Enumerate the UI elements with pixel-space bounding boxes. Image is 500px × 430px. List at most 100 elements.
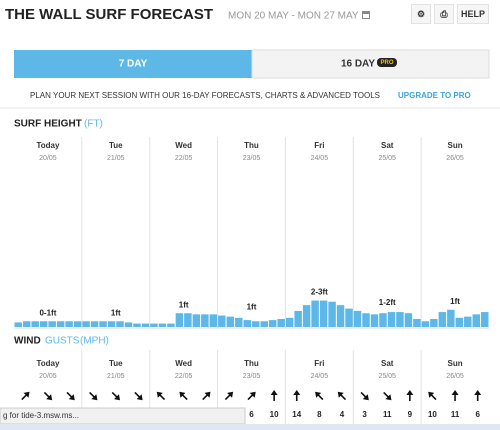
wind-arrow: [202, 391, 211, 401]
wind-arrow: [21, 391, 30, 401]
surf-bar: [99, 321, 107, 327]
promo-text: PLAN YOUR NEXT SESSION WITH OUR 16-DAY F…: [30, 91, 380, 100]
surf-day-label: 1ft: [450, 297, 460, 306]
calendar-icon[interactable]: [362, 11, 370, 19]
day-date: 21/05: [107, 155, 125, 162]
day-date: 23/05: [243, 155, 261, 162]
wind-arrow: [89, 391, 98, 401]
day-name: Sun: [448, 141, 463, 150]
surf-bar: [65, 321, 73, 327]
arrow-head: [270, 390, 278, 395]
surf-bar: [22, 321, 31, 327]
arrow-head: [68, 394, 75, 401]
surf-bar: [39, 321, 48, 327]
day-date: 23/05: [243, 373, 261, 380]
wind-arrow: [156, 391, 166, 401]
tab-label: 7 DAY: [119, 59, 148, 70]
surf-bar: [48, 321, 56, 327]
arrow-head: [91, 394, 98, 401]
surf-day-label: 1ft: [111, 308, 121, 317]
surf-bar: [294, 310, 302, 327]
surf-day-label: 0-1ft: [39, 308, 56, 317]
arrow-head: [385, 394, 392, 401]
day-date: 22/05: [175, 373, 193, 380]
gust-value: 14: [292, 410, 301, 419]
arrow-head: [23, 391, 30, 398]
day-name: Wed: [175, 141, 192, 150]
day-date: 21/05: [107, 373, 125, 380]
surf-bar: [167, 323, 175, 327]
tab-label: 16 DAY: [341, 59, 375, 70]
surf-bar: [243, 320, 251, 327]
surf-bar: [218, 315, 226, 327]
surf-bar: [285, 317, 294, 327]
wind-arrow: [451, 390, 459, 401]
surf-bar: [56, 321, 65, 327]
surf-unit: (FT): [84, 119, 103, 130]
tab-16-day[interactable]: [251, 49, 490, 79]
surf-bar: [455, 317, 464, 327]
surf-day-label: 1ft: [179, 300, 189, 309]
surf-bar: [336, 305, 345, 327]
wind-arrow: [247, 391, 256, 401]
wind-arrow: [337, 391, 347, 401]
arrow-head: [46, 394, 53, 401]
day-date: 20/05: [39, 373, 57, 380]
surf-bar: [379, 313, 387, 327]
surf-bar: [328, 301, 336, 327]
print-button[interactable]: ⎙: [434, 4, 454, 24]
surf-bar: [464, 316, 472, 327]
wind-arrow: [224, 391, 234, 401]
tab-7-day[interactable]: [14, 50, 252, 78]
bottom-strip: [0, 424, 500, 430]
surf-bar: [387, 312, 396, 327]
wind-unit: (MPH): [80, 336, 109, 347]
day-date: 26/05: [446, 373, 464, 380]
arrow-head: [406, 390, 414, 395]
surf-bar: [268, 320, 277, 327]
wind-arrow: [428, 391, 437, 401]
gust-value: 9: [408, 410, 413, 419]
wind-arrow: [474, 390, 482, 401]
upgrade-link[interactable]: UPGRADE TO PRO: [398, 91, 471, 100]
day-date: 25/05: [378, 155, 396, 162]
surf-bar: [353, 310, 362, 327]
wind-arrow: [315, 391, 324, 401]
page-title: THE WALL SURF FORECAST: [5, 6, 213, 23]
arrow-head: [428, 391, 435, 398]
arrow-head: [179, 391, 186, 398]
surf-bar: [396, 312, 404, 327]
surf-bar: [235, 317, 243, 327]
surf-bar: [430, 318, 438, 327]
surf-bar: [345, 308, 353, 327]
surf-bar: [447, 309, 455, 327]
wind-arrow: [134, 391, 143, 401]
surf-bar: [421, 321, 430, 327]
surf-bar: [311, 300, 319, 327]
surf-title: SURF HEIGHT: [14, 119, 82, 130]
day-name: Today: [36, 359, 60, 368]
gust-value: 4: [340, 410, 345, 419]
surf-bar: [158, 323, 167, 327]
surf-bar: [192, 314, 201, 327]
surf-bar: [150, 323, 158, 327]
day-name: Tue: [109, 359, 123, 368]
gust-value: 6: [249, 410, 254, 419]
date-range: MON 20 MAY - MON 27 MAY: [228, 11, 359, 22]
help-button[interactable]: HELP: [457, 4, 489, 24]
arrow-head: [362, 394, 369, 401]
arrow-head: [156, 391, 163, 398]
surf-bar: [226, 316, 235, 327]
wind-arrow: [293, 390, 301, 401]
surf-bar: [184, 313, 192, 327]
wind-arrow: [179, 391, 188, 401]
surf-bar: [116, 321, 124, 327]
settings-button[interactable]: ⚙: [411, 4, 431, 24]
wind-arrow: [111, 391, 121, 401]
gust-value: 8: [317, 410, 322, 419]
wind-arrow: [360, 391, 369, 401]
arrow-head: [337, 391, 344, 398]
day-name: Sun: [448, 359, 463, 368]
gust-value: 11: [383, 410, 392, 419]
